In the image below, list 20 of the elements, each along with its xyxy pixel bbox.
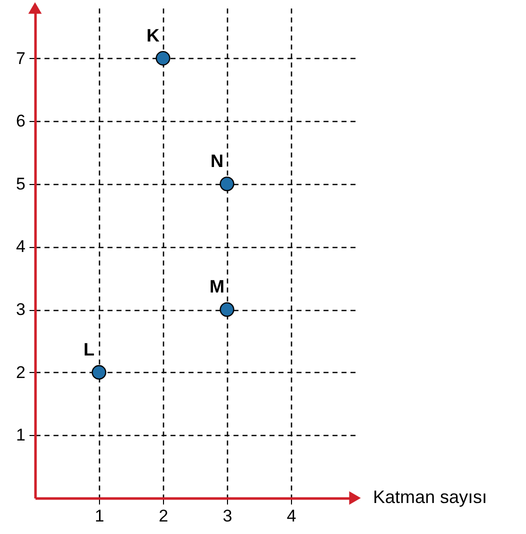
x-tick-label: 1: [94, 506, 104, 526]
x-axis-title: Katman sayısı: [373, 487, 488, 507]
x-tick-label: 2: [158, 506, 168, 526]
y-tick-label: 4: [16, 237, 26, 256]
y-tick-label: 5: [16, 174, 26, 194]
point: [156, 50, 170, 66]
point: [220, 302, 234, 317]
y-tick-label: 6: [16, 112, 26, 131]
annotation: K: [146, 25, 160, 46]
y-tick-label: 1: [16, 426, 26, 445]
point: [92, 365, 106, 380]
y-tick-label: 7: [16, 48, 26, 68]
y-tick-label: 2: [16, 362, 26, 382]
point: [220, 176, 234, 192]
annotation: N: [210, 150, 224, 171]
x-tick-label: 4: [286, 506, 296, 526]
x-tick-label: 3: [222, 506, 232, 526]
annotation: M: [210, 276, 224, 297]
annotation: L: [84, 339, 94, 360]
y-tick-label: 3: [16, 300, 26, 320]
